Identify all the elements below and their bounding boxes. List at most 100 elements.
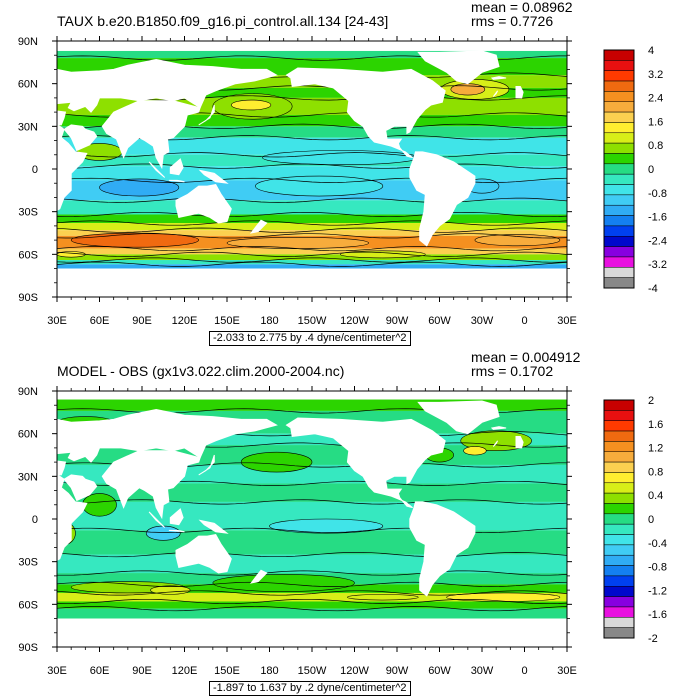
contour-band bbox=[57, 248, 567, 255]
colorbar-swatch bbox=[603, 544, 635, 556]
contour-line bbox=[57, 251, 567, 257]
land-mask bbox=[175, 534, 232, 574]
land-mask bbox=[148, 161, 166, 178]
colorbar-swatch bbox=[603, 534, 635, 546]
colorbar-swatch bbox=[603, 503, 635, 515]
y-tick-label: 0 bbox=[32, 514, 38, 526]
contour-band bbox=[57, 399, 567, 411]
land-mask bbox=[57, 268, 567, 297]
y-tick-label: 90N bbox=[18, 386, 38, 398]
colorbar-swatch bbox=[603, 606, 635, 618]
contour-region bbox=[474, 234, 561, 247]
colorbar-swatch bbox=[603, 617, 635, 628]
y-tick-label: 60S bbox=[18, 599, 38, 611]
land-mask bbox=[57, 474, 88, 562]
contour-region bbox=[347, 594, 419, 601]
contour-line bbox=[57, 197, 567, 203]
field-layer bbox=[57, 391, 567, 647]
colorbar-swatch bbox=[603, 399, 635, 411]
contour-line bbox=[57, 257, 567, 263]
y-tick-label: 90S bbox=[18, 642, 38, 654]
land-mask bbox=[57, 58, 278, 126]
x-tick-label: 90W bbox=[386, 315, 409, 327]
x-tick-label: 30W bbox=[471, 315, 494, 327]
contour-region bbox=[255, 175, 384, 197]
colorbar-swatch bbox=[603, 225, 635, 237]
contour-band bbox=[57, 214, 567, 224]
contour-line bbox=[57, 598, 567, 605]
colorbar-swatch bbox=[603, 111, 635, 123]
mean-label: mean = 0.08962 bbox=[471, 0, 573, 15]
colorbar-swatch bbox=[603, 49, 635, 61]
y-tick-label: 60N bbox=[18, 429, 38, 441]
x-tick-label: 0 bbox=[521, 315, 527, 327]
contour-region bbox=[463, 446, 487, 456]
land-mask bbox=[101, 450, 201, 520]
contour-region bbox=[230, 99, 272, 111]
x-tick-label: 120W bbox=[340, 665, 369, 677]
colorbar-label: -1.6 bbox=[648, 212, 667, 224]
x-tick-label: 150W bbox=[298, 315, 327, 327]
contour-line bbox=[57, 177, 567, 183]
contour-band bbox=[57, 230, 567, 236]
x-tick-label: 60W bbox=[428, 665, 451, 677]
contour-line bbox=[57, 606, 567, 612]
colorbar-swatch bbox=[603, 122, 635, 134]
rms-label: rms = 0.7726 bbox=[471, 13, 554, 29]
contour-band bbox=[57, 50, 567, 59]
x-tick-label: 90E bbox=[132, 315, 152, 327]
colorbar-label: -1.6 bbox=[648, 609, 667, 621]
y-tick-label: 60S bbox=[18, 249, 38, 261]
x-tick-label: 120E bbox=[172, 315, 198, 327]
panel-title: TAUX b.e20.B1850.f09_g16.pi_control.all.… bbox=[57, 13, 389, 29]
colorbar-swatch bbox=[603, 586, 635, 597]
colorbar-label: 4 bbox=[648, 45, 654, 57]
land-mask bbox=[490, 76, 507, 80]
contour-band bbox=[57, 483, 567, 502]
colorbar-swatch bbox=[603, 472, 635, 484]
y-tick-label: 90S bbox=[18, 292, 38, 304]
colorbar-swatch bbox=[603, 256, 635, 268]
contour-line bbox=[57, 570, 567, 576]
x-tick-label: 0 bbox=[521, 665, 527, 677]
colorbar-label: -2 bbox=[648, 633, 658, 645]
x-tick-label: 180 bbox=[260, 315, 278, 327]
land-mask bbox=[249, 219, 268, 234]
land-mask bbox=[57, 408, 278, 476]
colorbar-label: -0.4 bbox=[648, 538, 667, 550]
x-tick-label: 90E bbox=[132, 665, 152, 677]
contour-region bbox=[240, 451, 313, 473]
x-tick-label: 150E bbox=[214, 315, 240, 327]
panel-title: MODEL - OBS (gx1v3.022.clim.2000-2004.nc… bbox=[57, 363, 345, 379]
contour-line bbox=[57, 220, 567, 226]
colorbar-swatch bbox=[603, 627, 635, 639]
colorbar-swatch bbox=[603, 80, 635, 92]
contour-line bbox=[57, 152, 567, 158]
x-tick-label: 60E bbox=[90, 315, 110, 327]
land-mask bbox=[198, 169, 229, 184]
land-mask bbox=[409, 151, 476, 247]
x-tick-label: 120W bbox=[340, 315, 369, 327]
colorbar-swatch bbox=[603, 596, 635, 608]
contour-line bbox=[57, 590, 567, 596]
colorbar-swatch bbox=[603, 60, 635, 71]
panel-taux-model: TAUX b.e20.B1850.f09_g16.pi_control.all.… bbox=[18, 0, 667, 346]
colorbar-label: -1.2 bbox=[648, 585, 667, 597]
land-mask bbox=[169, 158, 184, 176]
map-plot: 30E 60E 90E 120E 150E 180 150W 120W 90W 60W 30W 0 30… bbox=[18, 36, 667, 327]
x-tick-label: 150W bbox=[298, 665, 327, 677]
land-mask bbox=[175, 184, 232, 224]
x-tick-label: 150E bbox=[214, 665, 240, 677]
colorbar-swatch bbox=[603, 194, 635, 206]
colorbar-label: -3.2 bbox=[648, 259, 667, 271]
colorbar-label: 0.8 bbox=[648, 466, 663, 478]
colorbar-label: 1.6 bbox=[648, 419, 663, 431]
contour-band bbox=[57, 223, 567, 231]
land-mask bbox=[285, 417, 446, 509]
contour-line bbox=[57, 246, 567, 252]
colorbar-swatch bbox=[603, 554, 635, 566]
colorbar-label: -0.8 bbox=[648, 188, 667, 200]
x-tick-label: 30W bbox=[471, 665, 494, 677]
y-tick-label: 90N bbox=[18, 36, 38, 48]
x-tick-label: 30E bbox=[47, 315, 67, 327]
